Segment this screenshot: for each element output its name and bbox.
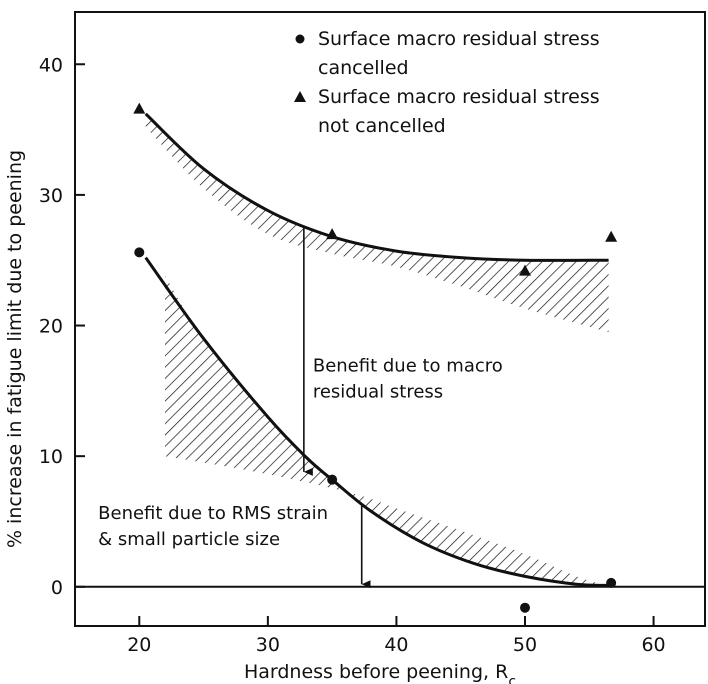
y-tick-label: 20 <box>39 316 63 338</box>
data-point-triangle <box>605 230 618 242</box>
hatched-bands <box>145 113 609 585</box>
plot-frame <box>74 11 706 627</box>
data-point-circle <box>327 474 338 485</box>
data-point-circle <box>606 577 617 588</box>
legend-entry-text: Surface macro residual stress <box>318 28 600 50</box>
legend: Surface macro residual stress cancelled Su… <box>294 28 600 137</box>
x-axis-title-main: Hardness before peening, R <box>244 661 508 683</box>
legend-entry-text: cancelled <box>318 57 409 79</box>
y-axis-title: % increase in fatigue limit due to peeni… <box>4 150 26 548</box>
y-axis-ticks: 0 10 20 30 40 <box>39 54 85 599</box>
x-axis-ticks: 20 30 40 50 60 <box>127 616 666 656</box>
data-point-triangle <box>519 264 531 276</box>
annotation-text: residual stress <box>313 381 443 402</box>
data-point-circle <box>134 247 145 258</box>
x-axis-title-subscript: c <box>508 674 516 684</box>
data-points <box>133 102 618 613</box>
x-tick-label: 40 <box>384 634 408 656</box>
data-point-triangle <box>326 228 339 240</box>
annotation-text: Benefit due to RMS strain <box>98 503 328 524</box>
data-point-triangle <box>133 102 146 114</box>
hatched-band-lower-band <box>165 275 603 585</box>
hatched-band-upper-band <box>145 113 609 333</box>
x-tick-label: 50 <box>513 634 537 656</box>
y-tick-label: 30 <box>39 185 63 207</box>
y-tick-label: 0 <box>51 577 63 599</box>
y-tick-label: 10 <box>39 446 63 468</box>
fitted-curves <box>144 112 616 587</box>
curve-lower <box>144 256 616 587</box>
x-tick-label: 30 <box>256 634 280 656</box>
legend-entry-text: Surface macro residual stress <box>318 86 600 108</box>
curve-upper <box>144 112 609 262</box>
legend-marker-circle <box>295 34 305 44</box>
legend-entry-text: not cancelled <box>318 115 446 137</box>
annotations: Benefit due to macro residual stress Benef… <box>98 227 503 589</box>
x-tick-label: 60 <box>641 634 665 656</box>
annotation-text: & small particle size <box>98 529 280 550</box>
x-tick-label: 20 <box>127 634 151 656</box>
legend-marker-triangle <box>294 91 306 102</box>
annotation-text: Benefit due to macro <box>313 355 503 376</box>
x-axis-title: Hardness before peening, Rc <box>244 661 516 684</box>
data-point-circle <box>520 602 530 613</box>
y-tick-label: 40 <box>39 54 63 76</box>
